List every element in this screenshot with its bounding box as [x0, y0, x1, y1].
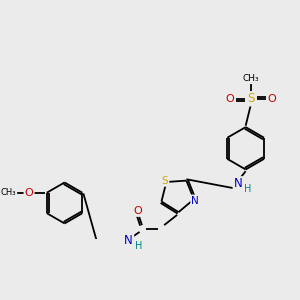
- Text: S: S: [162, 176, 168, 186]
- Text: O: O: [225, 94, 234, 104]
- Text: O: O: [25, 188, 33, 198]
- Text: O: O: [134, 206, 142, 216]
- Text: N: N: [234, 177, 242, 190]
- Text: S: S: [247, 92, 254, 105]
- Text: CH₃: CH₃: [1, 188, 16, 197]
- Text: N: N: [124, 234, 133, 247]
- Text: H: H: [244, 184, 251, 194]
- Text: O: O: [268, 94, 276, 104]
- Text: N: N: [191, 196, 199, 206]
- Text: CH₃: CH₃: [242, 74, 259, 83]
- Text: H: H: [134, 241, 142, 250]
